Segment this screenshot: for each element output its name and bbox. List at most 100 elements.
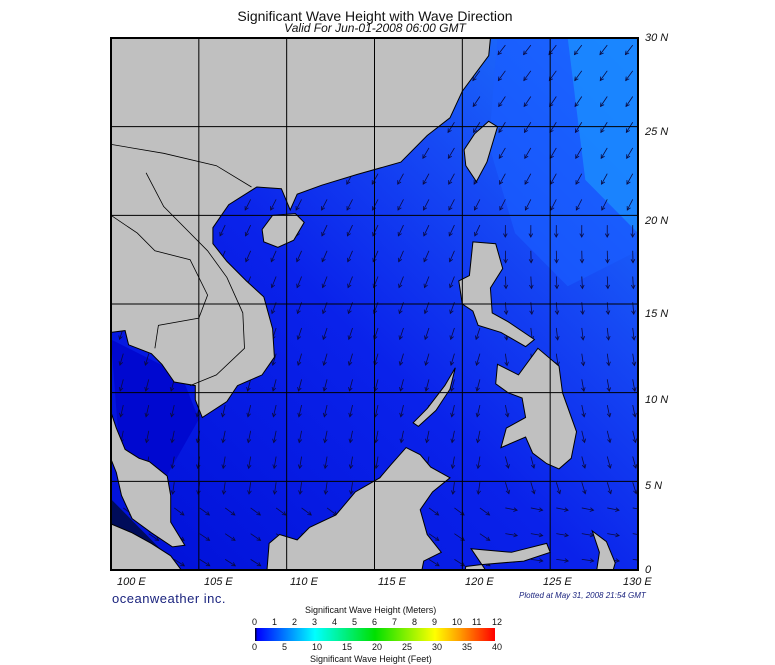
- direction-arrow: [428, 507, 439, 516]
- direction-arrow: [497, 44, 506, 55]
- arrow-head: [631, 361, 637, 367]
- direction-arrow: [448, 173, 455, 185]
- arrow-head: [580, 310, 585, 316]
- arrow-head: [170, 490, 176, 495]
- direction-arrow: [632, 482, 637, 494]
- direction-arrow: [477, 456, 481, 469]
- arrow-head: [435, 562, 440, 567]
- arrow-head: [581, 438, 587, 444]
- arrow-head: [503, 284, 509, 290]
- arrow-head: [504, 412, 510, 418]
- arrow-head: [632, 464, 638, 469]
- direction-arrow: [504, 456, 509, 469]
- direction-arrow: [606, 327, 610, 340]
- direction-arrow: [632, 353, 635, 366]
- arrow-head: [119, 412, 124, 418]
- direction-arrow: [599, 70, 608, 81]
- arrow-head: [244, 231, 249, 237]
- arrow-head: [574, 76, 579, 82]
- land-halmahera: [591, 529, 616, 570]
- direction-arrow: [607, 507, 620, 511]
- arrow-head: [476, 490, 481, 495]
- direction-arrow: [447, 122, 455, 133]
- arrow-head: [450, 464, 456, 470]
- arrow-head: [529, 284, 534, 290]
- lon-label: 120 E: [465, 576, 494, 588]
- colorbar-tick-feet: 10: [312, 642, 323, 652]
- direction-arrow: [199, 533, 210, 541]
- arrow-head: [196, 490, 201, 495]
- direction-arrow: [632, 430, 636, 443]
- direction-arrow: [574, 44, 583, 55]
- colorbar-tick-meters: 6: [372, 617, 378, 627]
- arrow-head: [630, 284, 636, 290]
- direction-arrow: [454, 559, 465, 567]
- arrow-head: [626, 180, 631, 185]
- arrow-head: [600, 102, 605, 108]
- colorbar-tick-meters: 5: [352, 617, 358, 627]
- arrow-head: [348, 386, 353, 392]
- direction-arrow: [606, 353, 610, 366]
- arrow-head: [460, 511, 465, 516]
- direction-arrow: [555, 327, 559, 340]
- direction-arrow: [171, 404, 175, 417]
- arrow-head: [423, 309, 429, 315]
- arrow-head: [144, 438, 150, 444]
- direction-arrow: [270, 199, 277, 211]
- direction-arrow: [223, 482, 226, 495]
- arrow-head: [321, 206, 326, 211]
- arrow-head: [499, 206, 504, 211]
- arrow-head: [615, 507, 620, 512]
- direction-arrow: [550, 173, 557, 185]
- direction-arrow: [600, 96, 608, 107]
- arrow-head: [641, 533, 645, 537]
- direction-arrow: [399, 353, 404, 366]
- direction-arrow: [498, 147, 506, 159]
- arrow-head: [449, 335, 454, 341]
- arrow-head: [607, 464, 612, 469]
- arrow-head: [247, 490, 252, 495]
- land-sulawesi: [464, 542, 551, 570]
- direction-arrow: [400, 379, 404, 392]
- direction-arrow: [549, 122, 557, 133]
- arrow-head: [322, 412, 328, 418]
- direction-arrow: [575, 122, 583, 133]
- direction-arrow: [375, 430, 379, 443]
- direction-arrow: [626, 147, 634, 159]
- map-frame: [110, 37, 639, 571]
- arrow-head: [574, 128, 580, 134]
- arrow-head: [245, 257, 250, 263]
- arrow-head: [434, 511, 440, 516]
- arrow-head: [297, 464, 303, 470]
- arrow-head: [450, 438, 455, 444]
- arrow-head: [575, 154, 580, 159]
- arrow-head: [448, 180, 453, 185]
- arrow-head: [397, 231, 402, 237]
- direction-arrow: [324, 430, 328, 443]
- arrow-head: [297, 386, 302, 392]
- colorbar-tick-feet: 20: [372, 642, 383, 652]
- arrow-head: [118, 335, 123, 341]
- arrow-head: [460, 536, 466, 541]
- arrow-head: [397, 180, 402, 185]
- arrow-head: [606, 336, 611, 341]
- direction-arrow: [530, 507, 543, 511]
- lat-label: 10 N: [645, 394, 669, 406]
- arrow-head: [513, 532, 519, 538]
- direction-arrow: [451, 404, 455, 417]
- direction-arrow: [298, 430, 302, 443]
- direction-arrow: [398, 250, 404, 262]
- arrow-head: [296, 283, 301, 289]
- arrow-head: [601, 206, 606, 211]
- direction-arrow: [422, 147, 430, 159]
- direction-arrow: [450, 379, 455, 392]
- arrow-head: [615, 532, 620, 538]
- direction-arrow: [423, 224, 430, 237]
- direction-arrow: [473, 122, 481, 133]
- direction-arrow: [272, 353, 277, 366]
- direction-arrow: [475, 327, 481, 340]
- arrow-head: [523, 76, 528, 82]
- direction-arrow: [550, 199, 557, 211]
- arrow-head: [272, 464, 277, 470]
- arrow-head: [398, 361, 404, 366]
